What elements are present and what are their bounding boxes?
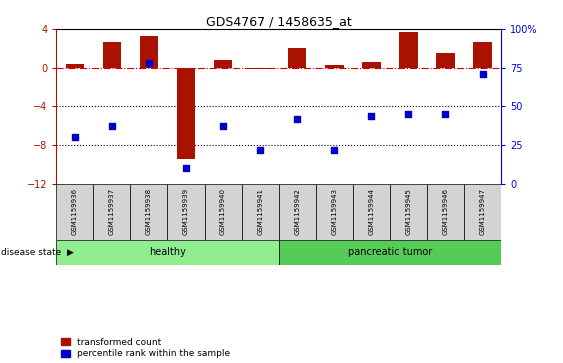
Point [293, 116, 302, 122]
Bar [436, 53, 455, 68]
Point [70, 134, 79, 140]
Text: GSM1159941: GSM1159941 [257, 188, 263, 235]
Point [367, 113, 376, 118]
Text: disease state  ▶: disease state ▶ [1, 248, 73, 257]
Title: GDS4767 / 1458635_at: GDS4767 / 1458635_at [206, 15, 351, 28]
Bar [464, 184, 501, 240]
Text: GSM1159945: GSM1159945 [405, 188, 412, 235]
Text: healthy: healthy [149, 247, 186, 257]
Text: GSM1159938: GSM1159938 [146, 188, 152, 235]
Bar [251, 68, 270, 69]
Bar [279, 184, 316, 240]
Bar [353, 184, 390, 240]
Point [478, 71, 487, 77]
Text: GSM1159944: GSM1159944 [368, 188, 374, 235]
Text: GSM1159939: GSM1159939 [183, 188, 189, 235]
Bar [279, 240, 501, 265]
Point [330, 147, 339, 152]
Text: GSM1159937: GSM1159937 [109, 188, 115, 235]
Legend: transformed count, percentile rank within the sample: transformed count, percentile rank withi… [61, 338, 230, 359]
Text: GSM1159946: GSM1159946 [443, 188, 449, 235]
Bar [56, 184, 93, 240]
Text: GSM1159947: GSM1159947 [480, 188, 485, 235]
Point [218, 123, 227, 129]
Bar [140, 36, 158, 68]
Bar [93, 184, 131, 240]
Bar [102, 42, 121, 68]
Point [108, 123, 117, 129]
Point [256, 147, 265, 152]
Bar [65, 64, 84, 68]
Bar [390, 184, 427, 240]
Text: GSM1159936: GSM1159936 [72, 188, 78, 235]
Bar [56, 240, 279, 265]
Bar [399, 32, 418, 68]
Text: GSM1159943: GSM1159943 [331, 188, 337, 235]
Bar [362, 62, 381, 68]
Bar [316, 184, 353, 240]
Text: pancreatic tumor: pancreatic tumor [348, 247, 432, 257]
Bar [288, 48, 306, 68]
Bar [204, 184, 242, 240]
Bar [168, 184, 204, 240]
Bar [242, 184, 279, 240]
Bar [131, 184, 168, 240]
Bar [325, 65, 343, 68]
Bar [177, 68, 195, 159]
Point [145, 60, 154, 66]
Bar [214, 60, 233, 68]
Text: GSM1159942: GSM1159942 [294, 188, 300, 235]
Bar [427, 184, 464, 240]
Point [404, 111, 413, 117]
Point [181, 165, 190, 171]
Bar [473, 42, 492, 68]
Point [441, 111, 450, 117]
Text: GSM1159940: GSM1159940 [220, 188, 226, 235]
